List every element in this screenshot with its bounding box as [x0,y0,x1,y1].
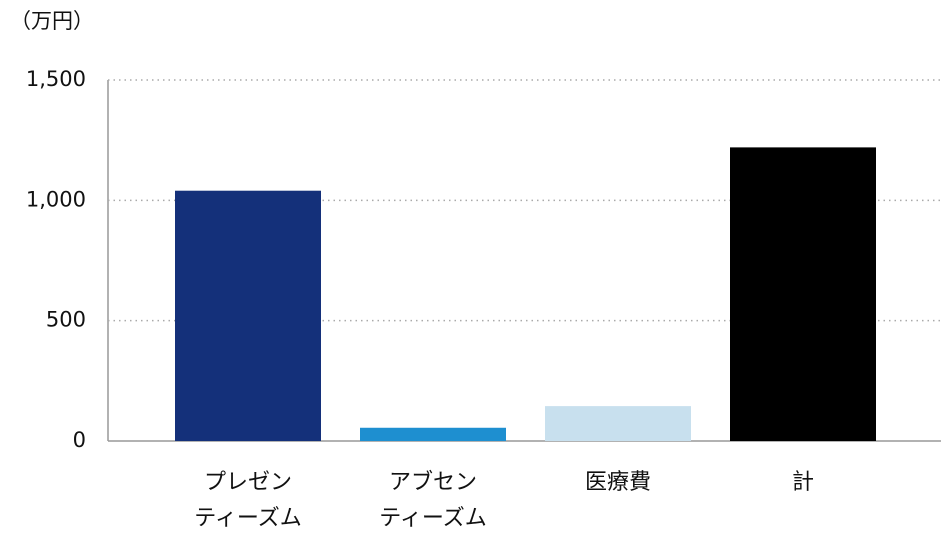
x-tick-label: プレゼン ティーズム [194,470,302,531]
bar [730,147,876,442]
y-tick-label: 500 [46,308,86,332]
x-tick-label: アブセン ティーズム [379,470,487,531]
x-tick-label: 計 [791,470,814,495]
y-tick-label: 1,000 [26,187,86,211]
y-tick-label: 0 [73,428,86,452]
bar [545,406,691,441]
bar [175,190,321,441]
y-axis-label: （万円） [10,9,94,33]
bar [360,427,506,441]
y-tick-label: 1,500 [26,67,86,91]
x-tick-label: 医療費 [584,470,651,495]
